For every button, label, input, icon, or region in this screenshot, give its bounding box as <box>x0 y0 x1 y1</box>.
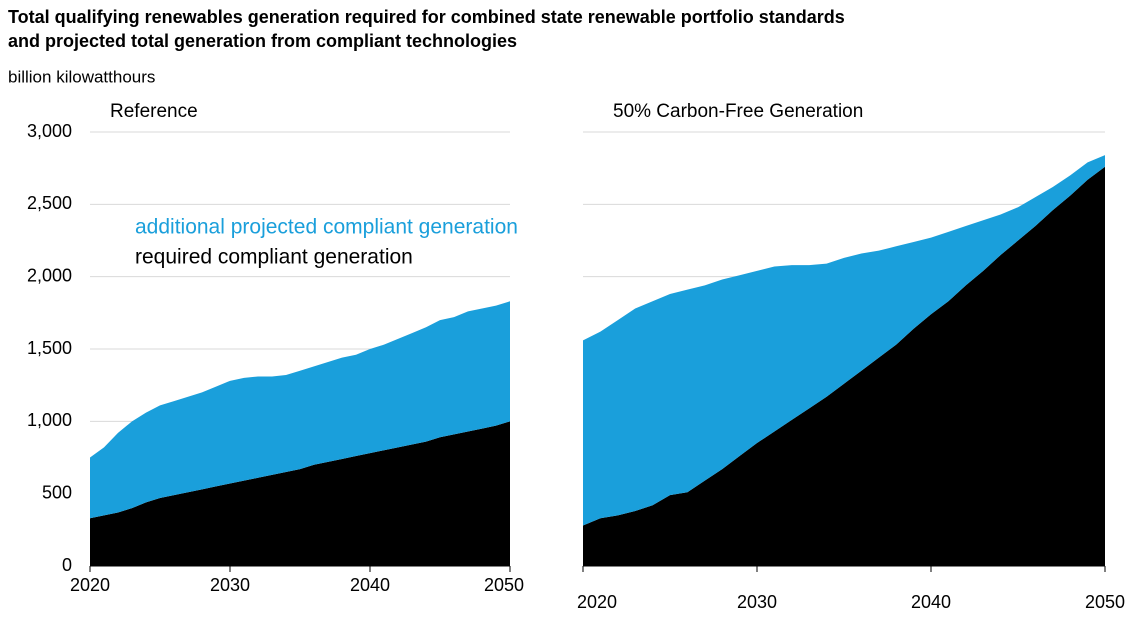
y-tick-label: 3,000 <box>27 121 72 141</box>
area <box>583 166 1105 566</box>
area <box>90 301 510 519</box>
x-tick-label: 2030 <box>737 592 777 612</box>
y-tick-label: 1,000 <box>27 410 72 430</box>
subtitle: billion kilowatthours <box>8 67 155 86</box>
x-tick-label: 2050 <box>1085 592 1125 612</box>
marks <box>90 155 1105 566</box>
legend-label: required compliant generation <box>135 246 413 269</box>
y-tick-label: 500 <box>42 482 72 502</box>
panel-title: 50% Carbon-Free Generation <box>613 101 863 122</box>
area <box>90 421 510 566</box>
x-tick-label: 2030 <box>210 575 250 595</box>
x-tick-label: 2040 <box>350 575 390 595</box>
panel-title: Reference <box>110 101 198 122</box>
y-tick-label: 2,000 <box>27 265 72 285</box>
y-tick-label: 0 <box>62 555 72 575</box>
x-tick-label: 2050 <box>484 575 524 595</box>
legend-label: additional projected compliant generatio… <box>135 216 518 239</box>
x-tick-label: 2040 <box>911 592 951 612</box>
x-tick-label: 2020 <box>577 592 617 612</box>
chart-title: Total qualifying renewables generation r… <box>8 7 845 51</box>
y-tick-label: 1,500 <box>27 338 72 358</box>
x-tick-label: 2020 <box>70 575 110 595</box>
area <box>583 155 1105 526</box>
y-tick-label: 2,500 <box>27 193 72 213</box>
